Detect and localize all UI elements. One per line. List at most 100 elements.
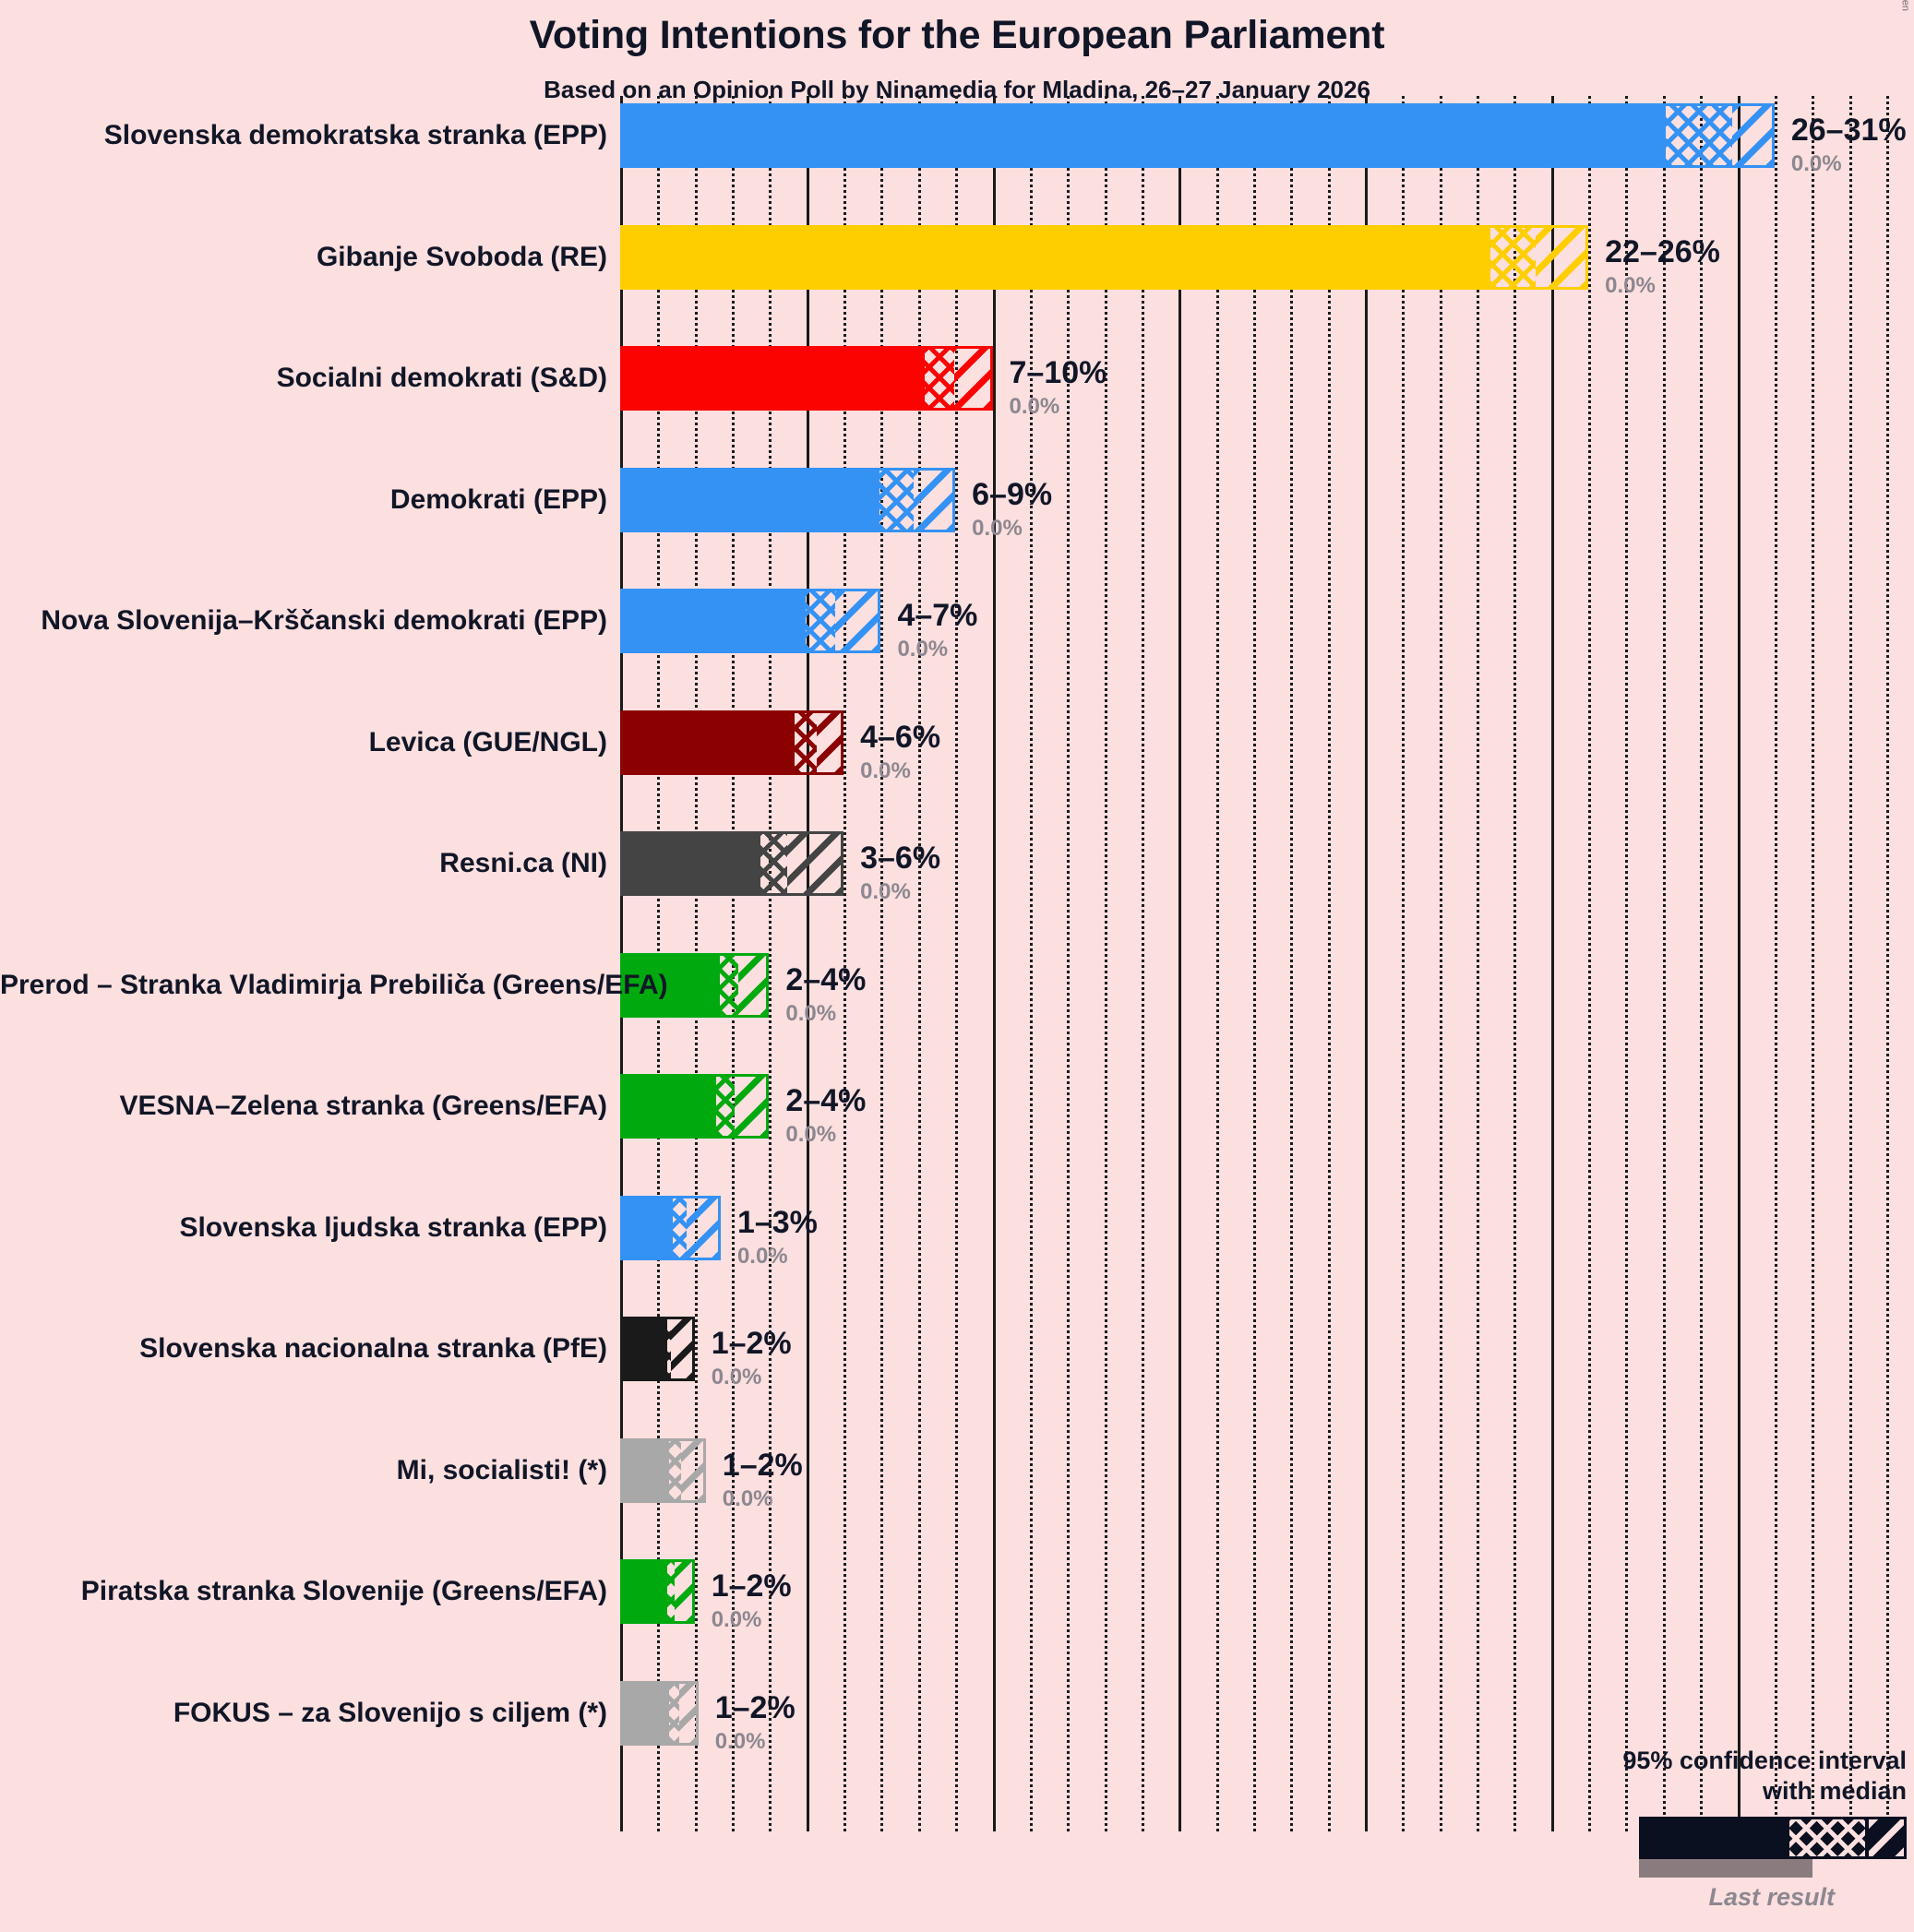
confidence-interval-bar xyxy=(620,467,956,532)
table-row xyxy=(620,831,1914,896)
bar-solid-segment xyxy=(623,1077,716,1136)
confidence-interval-bar xyxy=(620,1317,695,1381)
value-range-label: 1–2% xyxy=(714,1689,796,1725)
copyright-notice: © 2026 Filip van Laenen xyxy=(1899,0,1910,11)
legend-line-2: with median xyxy=(1762,1777,1907,1806)
table-row xyxy=(620,224,1914,290)
confidence-interval-bar xyxy=(620,1680,699,1746)
value-range-label: 1–2% xyxy=(722,1447,803,1483)
bar-diagonal-segment xyxy=(954,349,993,408)
legend-interval-bar xyxy=(1639,1817,1907,1859)
value-range-label: 1–3% xyxy=(736,1204,818,1240)
bar-solid-segment xyxy=(623,1319,668,1378)
last-result-label: 0.0% xyxy=(722,1485,773,1511)
bar-crosshatch-segment xyxy=(669,1440,681,1500)
bar-diagonal-segment xyxy=(735,1077,770,1136)
bar-diagonal-segment xyxy=(1732,106,1775,165)
category-label: Mi, socialisti! (*) xyxy=(396,1454,607,1485)
table-row xyxy=(620,1437,1914,1503)
last-result-label: 0.0% xyxy=(1009,394,1060,419)
last-result-label: 0.0% xyxy=(785,1000,837,1026)
bar-solid-segment xyxy=(623,349,925,408)
confidence-interval-bar xyxy=(620,346,993,411)
bar-crosshatch-segment xyxy=(879,470,914,530)
value-range-label: 6–9% xyxy=(972,476,1053,512)
category-label: VESNA–Zelena stranka (Greens/EFA) xyxy=(119,1091,607,1121)
last-result-label: 0.0% xyxy=(860,757,911,783)
legend-crosshatch-segment xyxy=(1789,1819,1865,1856)
confidence-interval-bar xyxy=(620,1195,721,1260)
value-range-label: 1–2% xyxy=(711,1326,792,1361)
bar-solid-segment xyxy=(623,106,1666,165)
table-row xyxy=(620,103,1914,168)
category-label: Gibanje Svoboda (RE) xyxy=(316,241,607,272)
value-range-label: 2–4% xyxy=(785,1083,867,1118)
table-row xyxy=(620,1195,1914,1260)
table-row xyxy=(620,952,1914,1018)
bar-diagonal-segment xyxy=(1535,227,1589,287)
value-range-label: 4–6% xyxy=(860,719,941,755)
last-result-label: 0.0% xyxy=(1790,151,1842,176)
confidence-interval-bar xyxy=(620,103,1775,168)
bar-diagonal-segment xyxy=(834,591,881,650)
value-range-label: 3–6% xyxy=(860,841,941,876)
legend-line-1: 95% confidence interval xyxy=(1622,1747,1907,1775)
legend-last-result-label: Last result xyxy=(1708,1883,1835,1911)
bar-diagonal-segment xyxy=(680,1440,706,1500)
value-range-label: 22–26% xyxy=(1605,233,1720,269)
confidence-interval-bar xyxy=(620,710,844,775)
bar-crosshatch-segment xyxy=(719,955,739,1015)
confidence-interval-bar xyxy=(620,1437,706,1503)
table-row xyxy=(620,1680,1914,1746)
confidence-interval-bar xyxy=(620,1074,770,1139)
table-row xyxy=(620,346,1914,411)
last-result-label: 0.0% xyxy=(897,637,949,662)
bar-crosshatch-segment xyxy=(667,1562,676,1621)
category-label: Slovenska ljudska stranka (EPP) xyxy=(179,1211,607,1243)
value-range-label: 26–31% xyxy=(1790,113,1907,148)
table-row xyxy=(620,589,1914,653)
bar-solid-segment xyxy=(623,1198,674,1258)
category-label: Nova Slovenija–Krščanski demokrati (EPP) xyxy=(41,605,607,636)
category-label: Levica (GUE/NGL) xyxy=(368,726,607,757)
value-range-label: 2–4% xyxy=(785,961,867,997)
bar-solid-segment xyxy=(623,834,761,893)
bar-diagonal-segment xyxy=(675,1562,695,1621)
bar-crosshatch-segment xyxy=(669,1683,679,1743)
bar-crosshatch-segment xyxy=(1490,227,1536,287)
last-result-label: 0.0% xyxy=(972,515,1023,541)
bar-solid-segment xyxy=(623,470,880,530)
category-label: Slovenska demokratska stranka (EPP) xyxy=(103,120,607,150)
bar-solid-segment xyxy=(623,955,720,1015)
bar-diagonal-segment xyxy=(913,470,956,530)
category-label: FOKUS – za Slovenijo s ciljem (*) xyxy=(173,1697,607,1728)
legend: 95% confidence interval with median Last… xyxy=(1537,1746,1907,1912)
last-result-label: 0.0% xyxy=(714,1728,766,1754)
value-range-label: 4–7% xyxy=(897,598,978,633)
table-row xyxy=(620,1559,1914,1624)
bar-crosshatch-segment xyxy=(673,1198,687,1258)
table-row xyxy=(620,467,1914,532)
confidence-interval-bar xyxy=(620,831,844,896)
last-result-label: 0.0% xyxy=(711,1607,762,1632)
legend-last-result-bar xyxy=(1639,1859,1812,1878)
bar-diagonal-segment xyxy=(738,955,770,1015)
category-label: Prerod – Stranka Vladimirja Prebiliča (G… xyxy=(0,969,668,1000)
bar-crosshatch-segment xyxy=(667,1319,672,1378)
last-result-label: 0.0% xyxy=(736,1243,788,1269)
bar-solid-segment xyxy=(623,1440,670,1500)
bar-solid-segment xyxy=(623,1562,668,1621)
table-row xyxy=(620,710,1914,775)
category-label: Resni.ca (NI) xyxy=(439,848,607,878)
category-label: Piratska stranka Slovenije (Greens/EFA) xyxy=(80,1576,607,1606)
table-row xyxy=(620,1317,1914,1381)
last-result-label: 0.0% xyxy=(711,1365,762,1389)
bar-solid-segment xyxy=(623,1683,670,1743)
last-result-label: 0.0% xyxy=(785,1122,837,1147)
bar-diagonal-segment xyxy=(786,834,844,893)
legend-diagonal-segment xyxy=(1869,1819,1904,1856)
confidence-interval-bar xyxy=(620,224,1589,290)
table-row xyxy=(620,1074,1914,1139)
bar-crosshatch-segment xyxy=(1665,106,1733,165)
category-label: Socialni demokrati (S&D) xyxy=(276,363,607,393)
